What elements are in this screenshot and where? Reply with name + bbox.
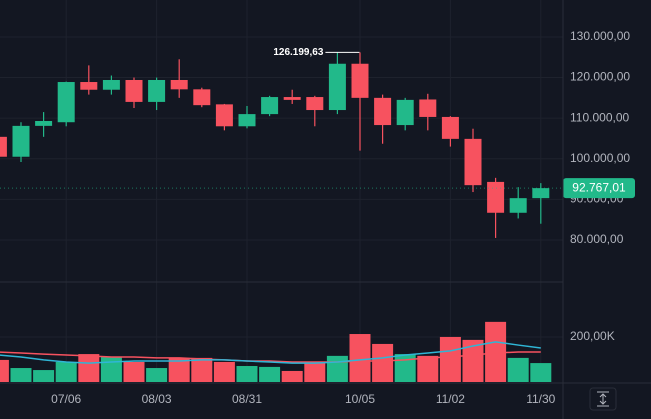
candle-body	[215, 104, 233, 127]
candle-body	[487, 181, 505, 213]
candle-body	[441, 116, 459, 139]
volume-bar	[259, 366, 281, 382]
candle-body	[35, 121, 53, 126]
candle-body	[193, 89, 211, 106]
y-tick-label: 110.000,00	[570, 110, 629, 124]
candle-body	[532, 188, 550, 199]
candle-body	[0, 136, 7, 157]
volume-average-line	[0, 351, 541, 363]
volume-bar	[100, 357, 122, 382]
volume-average-line	[0, 341, 541, 364]
volume-tick-label: 200,00K	[570, 329, 615, 343]
candle-body	[464, 138, 482, 186]
volume-bar	[281, 370, 303, 382]
volume-bar	[439, 336, 461, 382]
volume-bar	[462, 339, 484, 382]
candle-body	[57, 82, 75, 123]
y-tick-label: 120.000,00	[570, 70, 630, 84]
volume-bar	[10, 368, 32, 382]
candle-body	[351, 63, 369, 98]
button-icon	[597, 391, 609, 407]
x-tick-label: 07/06	[51, 392, 81, 406]
candle-body	[306, 97, 324, 111]
volume-bar	[417, 355, 439, 382]
x-tick-label: 08/03	[142, 392, 172, 406]
y-tick-label: 100.000,00	[570, 151, 630, 165]
y-tick-label: 130.000,00	[570, 29, 630, 43]
candle-body	[419, 99, 437, 117]
volume-bar	[33, 370, 55, 382]
candle-body	[170, 79, 188, 90]
x-tick-label: 11/02	[436, 392, 465, 406]
x-tick-label: 08/31	[232, 392, 262, 406]
last-price-box	[563, 178, 635, 199]
candle-body	[12, 125, 30, 157]
candle-body	[238, 114, 256, 127]
volume-bar	[146, 368, 168, 382]
candle-body	[102, 79, 120, 90]
volume-bar	[78, 354, 100, 382]
x-tick-label: 10/05	[345, 392, 375, 406]
volume-bar	[372, 343, 394, 382]
volume-bar	[123, 361, 145, 382]
volume-bar	[304, 361, 326, 382]
volume-bar	[507, 357, 529, 382]
scale-button[interactable]	[589, 387, 617, 411]
candle-body	[396, 99, 414, 126]
button-frame	[589, 387, 617, 411]
high-label: 126.199,63	[273, 47, 323, 58]
y-tick-label: 80.000,00	[570, 232, 624, 246]
candle-body	[374, 97, 392, 126]
volume-bar	[55, 361, 77, 382]
volume-bar	[0, 359, 9, 382]
volume-bar	[326, 355, 348, 382]
x-tick-label: 11/30	[526, 392, 555, 406]
volume-bar	[168, 357, 190, 382]
last-price-label: 92.767,01	[572, 180, 626, 194]
volume-bar	[213, 361, 235, 382]
candle-body	[148, 79, 166, 102]
candle-body	[509, 198, 527, 213]
volume-bar	[394, 354, 416, 382]
candle-body	[125, 79, 143, 102]
candle-body	[261, 97, 279, 115]
volume-bar	[349, 334, 371, 382]
volume-bar	[236, 366, 258, 382]
candle-body	[328, 63, 346, 111]
volume-bar	[530, 363, 552, 382]
candle-body	[80, 82, 98, 90]
candle-body	[283, 97, 301, 100]
volume-bar	[191, 357, 213, 382]
volume-bar	[485, 321, 507, 382]
